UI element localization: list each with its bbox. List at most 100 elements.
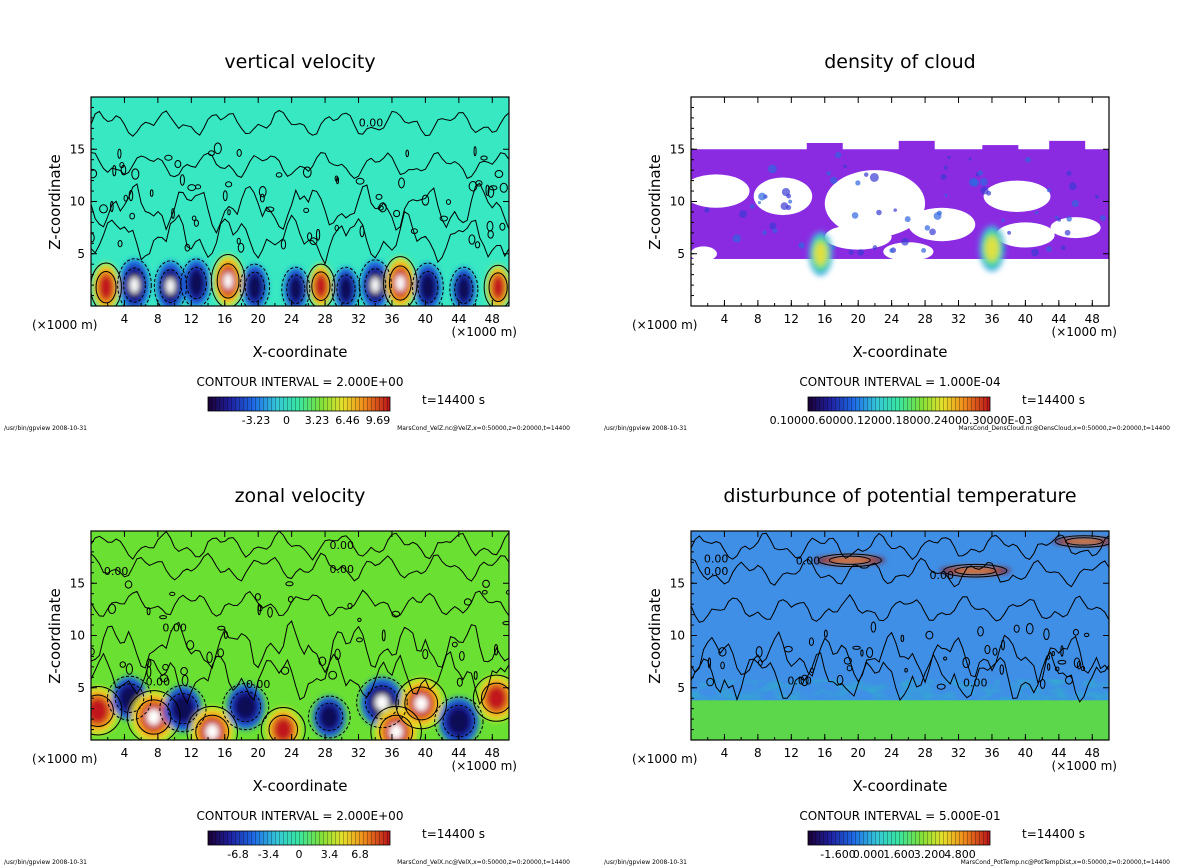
- anomaly-blob: [235, 694, 256, 719]
- contour-cell: [206, 651, 213, 663]
- colorbar-steps: [808, 397, 990, 411]
- cloud-speck: [1068, 182, 1077, 191]
- contour-line: [691, 651, 1109, 703]
- x-tick-label: 32: [351, 746, 366, 760]
- footer-right: MarsCond_DensCloud.nc@DensCloud,x=0:5000…: [959, 425, 1171, 432]
- contour-cell: [1076, 660, 1082, 670]
- footer-right: MarsCond_VelX.nc@VelX,x=0:50000,z=0:2000…: [397, 859, 570, 866]
- contour-cell: [1001, 639, 1005, 651]
- colorbar-tick-label: 0: [296, 848, 303, 861]
- anomaly-blob: [189, 270, 204, 296]
- x-tick-label: 20: [851, 746, 866, 760]
- anomaly-blob: [395, 274, 405, 292]
- contour-cell: [1025, 623, 1034, 635]
- contour-interval: CONTOUR INTERVAL = 2.000E+00: [197, 809, 404, 823]
- contour-line: [91, 589, 509, 618]
- cloud-speck: [921, 247, 927, 253]
- contour-cell: [381, 629, 386, 642]
- feature-contour: [281, 266, 311, 306]
- contour-cell: [334, 224, 340, 232]
- contour-cell: [808, 637, 814, 647]
- feature-contour: [417, 270, 439, 304]
- colorbar-tick-label: 9.69: [366, 414, 391, 427]
- cloud-speck: [1071, 199, 1079, 208]
- cloud-speck: [768, 164, 777, 174]
- x-tick-label: 28: [317, 746, 332, 760]
- cloud-speck: [1031, 248, 1039, 257]
- colorbar-tick-label: 6.8: [351, 848, 369, 861]
- contour-cell: [499, 182, 508, 193]
- cloud-speck: [1035, 211, 1039, 215]
- contour-cell: [91, 233, 95, 243]
- contour-label: 0.00: [359, 116, 384, 129]
- cloud-speck: [829, 176, 838, 184]
- contour-cell: [334, 648, 341, 661]
- x-tick-label: 36: [984, 746, 999, 760]
- y-axis-label: Z-coordinate: [46, 154, 64, 249]
- x-tick-label: 4: [721, 312, 729, 326]
- feature-contour: [185, 266, 207, 300]
- x-unit-left: (×1000 m): [632, 318, 697, 332]
- time-stamp: t=14400 s: [1022, 393, 1085, 407]
- contour-cell: [1054, 666, 1060, 672]
- contour-label: 0.00: [162, 621, 187, 634]
- x-tick-label: 24: [884, 312, 899, 326]
- contour-cell: [800, 674, 809, 687]
- cloud-speck: [780, 202, 789, 211]
- contour-cell: [463, 598, 472, 606]
- clear-air: [691, 174, 750, 208]
- contour-cell: [422, 649, 429, 660]
- contour-cell: [1080, 666, 1086, 672]
- low-layer: [691, 700, 1109, 740]
- y-tick-label: 15: [70, 576, 85, 590]
- contour-cell: [1043, 628, 1050, 641]
- y-tick-label: 15: [670, 576, 685, 590]
- colorbar-tick-label: 3.4: [321, 848, 339, 861]
- feature-contour: [106, 675, 152, 721]
- cloud-speck: [924, 225, 931, 231]
- contour-line: [691, 557, 1109, 588]
- x-tick-label: 4: [121, 746, 129, 760]
- feature-contour: [943, 563, 1008, 578]
- cloud-top: [982, 145, 1019, 151]
- mixing-layer: [691, 679, 1109, 701]
- x-unit-right: (×1000 m): [452, 325, 517, 339]
- contour-label: 0.00: [704, 552, 729, 565]
- cloud-speck: [1095, 194, 1099, 199]
- contour-cell: [757, 659, 763, 666]
- feature-contour: [195, 714, 230, 740]
- cloud-speck: [826, 171, 831, 176]
- x-tick-label: 28: [317, 312, 332, 326]
- contour-cell: [191, 215, 197, 222]
- y-tick-label: 10: [70, 629, 85, 643]
- cloud-region: [691, 140, 1109, 262]
- y-tick-label: 5: [77, 247, 85, 261]
- cloud-speck: [1055, 215, 1059, 220]
- contour-cell: [377, 205, 384, 211]
- colorbar-tick-label: -1.600: [820, 848, 855, 861]
- contour-cell: [336, 176, 340, 185]
- x-tick-label: 24: [884, 746, 899, 760]
- contour-cell: [347, 602, 353, 610]
- cloud-speck: [968, 157, 972, 161]
- contour-cell: [227, 209, 231, 216]
- x-tick-label: 12: [784, 746, 799, 760]
- contour-cell: [159, 674, 169, 683]
- contour-cell: [936, 683, 946, 690]
- anomaly-blob: [370, 277, 380, 293]
- contour-cell: [473, 671, 478, 680]
- contour-cell: [488, 185, 498, 191]
- contour-cell: [328, 670, 338, 680]
- feature-contour: [954, 566, 997, 576]
- colorbar-tick-label: 3.200: [914, 848, 946, 861]
- x-tick-label: 12: [184, 312, 199, 326]
- cloud-speck: [943, 165, 948, 170]
- contour-cell: [846, 665, 853, 672]
- footer-left: /usr/bin/gpview 2008-10-31: [604, 859, 687, 866]
- contour-cell: [1057, 659, 1067, 665]
- anomaly-blob: [273, 717, 293, 740]
- contour-line: [91, 182, 509, 234]
- x-tick-label: 48: [485, 312, 500, 326]
